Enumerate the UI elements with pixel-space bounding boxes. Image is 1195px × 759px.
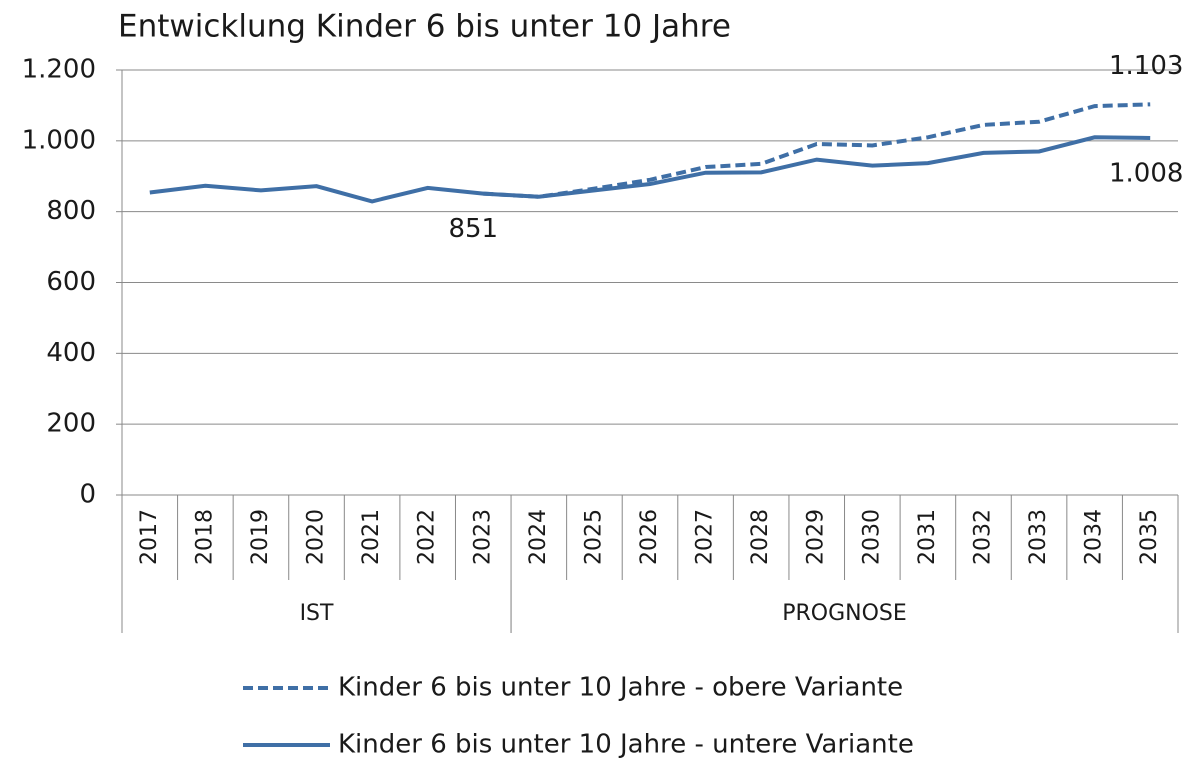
- y-tick-label: 1.200: [22, 55, 96, 85]
- x-tick-label: 2019: [248, 509, 273, 565]
- y-tick-label: 200: [46, 409, 96, 439]
- x-tick-label: 2025: [581, 509, 606, 565]
- group-label: IST: [300, 601, 334, 626]
- legend-label: Kinder 6 bis unter 10 Jahre - untere Var…: [338, 730, 914, 759]
- x-tick-label: 2018: [192, 509, 217, 565]
- y-tick-label: 400: [46, 338, 96, 368]
- x-tick-label: 2031: [915, 509, 940, 565]
- x-tick-label: 2024: [526, 509, 551, 565]
- x-tick-label: 2032: [970, 509, 995, 565]
- legend-label: Kinder 6 bis unter 10 Jahre - obere Vari…: [338, 673, 903, 703]
- x-tick-label: 2028: [748, 509, 773, 565]
- x-tick-label: 2017: [137, 509, 162, 565]
- y-tick-label: 600: [46, 267, 96, 297]
- x-tick-label: 2021: [359, 509, 384, 565]
- x-tick-label: 2029: [804, 509, 829, 565]
- x-tick-label: 2034: [1082, 509, 1107, 565]
- y-tick-label: 800: [46, 196, 96, 226]
- data-label: 1.103: [1109, 51, 1183, 81]
- x-tick-label: 2030: [859, 509, 884, 565]
- data-label: 1.008: [1109, 159, 1183, 189]
- x-tick-label: 2020: [304, 509, 329, 565]
- group-label: PROGNOSE: [782, 601, 907, 626]
- x-tick-label: 2023: [470, 509, 495, 565]
- y-tick-label: 0: [79, 480, 96, 510]
- y-tick-label: 1.000: [22, 125, 96, 155]
- line-series: [149, 135, 1151, 204]
- x-tick-label: 2033: [1026, 509, 1051, 565]
- x-tick-label: 2035: [1137, 509, 1162, 565]
- x-tick-label: 2027: [693, 509, 718, 565]
- x-tick-label: 2026: [637, 509, 662, 565]
- chart-title: Entwicklung Kinder 6 bis unter 10 Jahre: [118, 9, 731, 45]
- x-tick-label: 2022: [415, 509, 440, 565]
- data-label: 851: [448, 214, 498, 244]
